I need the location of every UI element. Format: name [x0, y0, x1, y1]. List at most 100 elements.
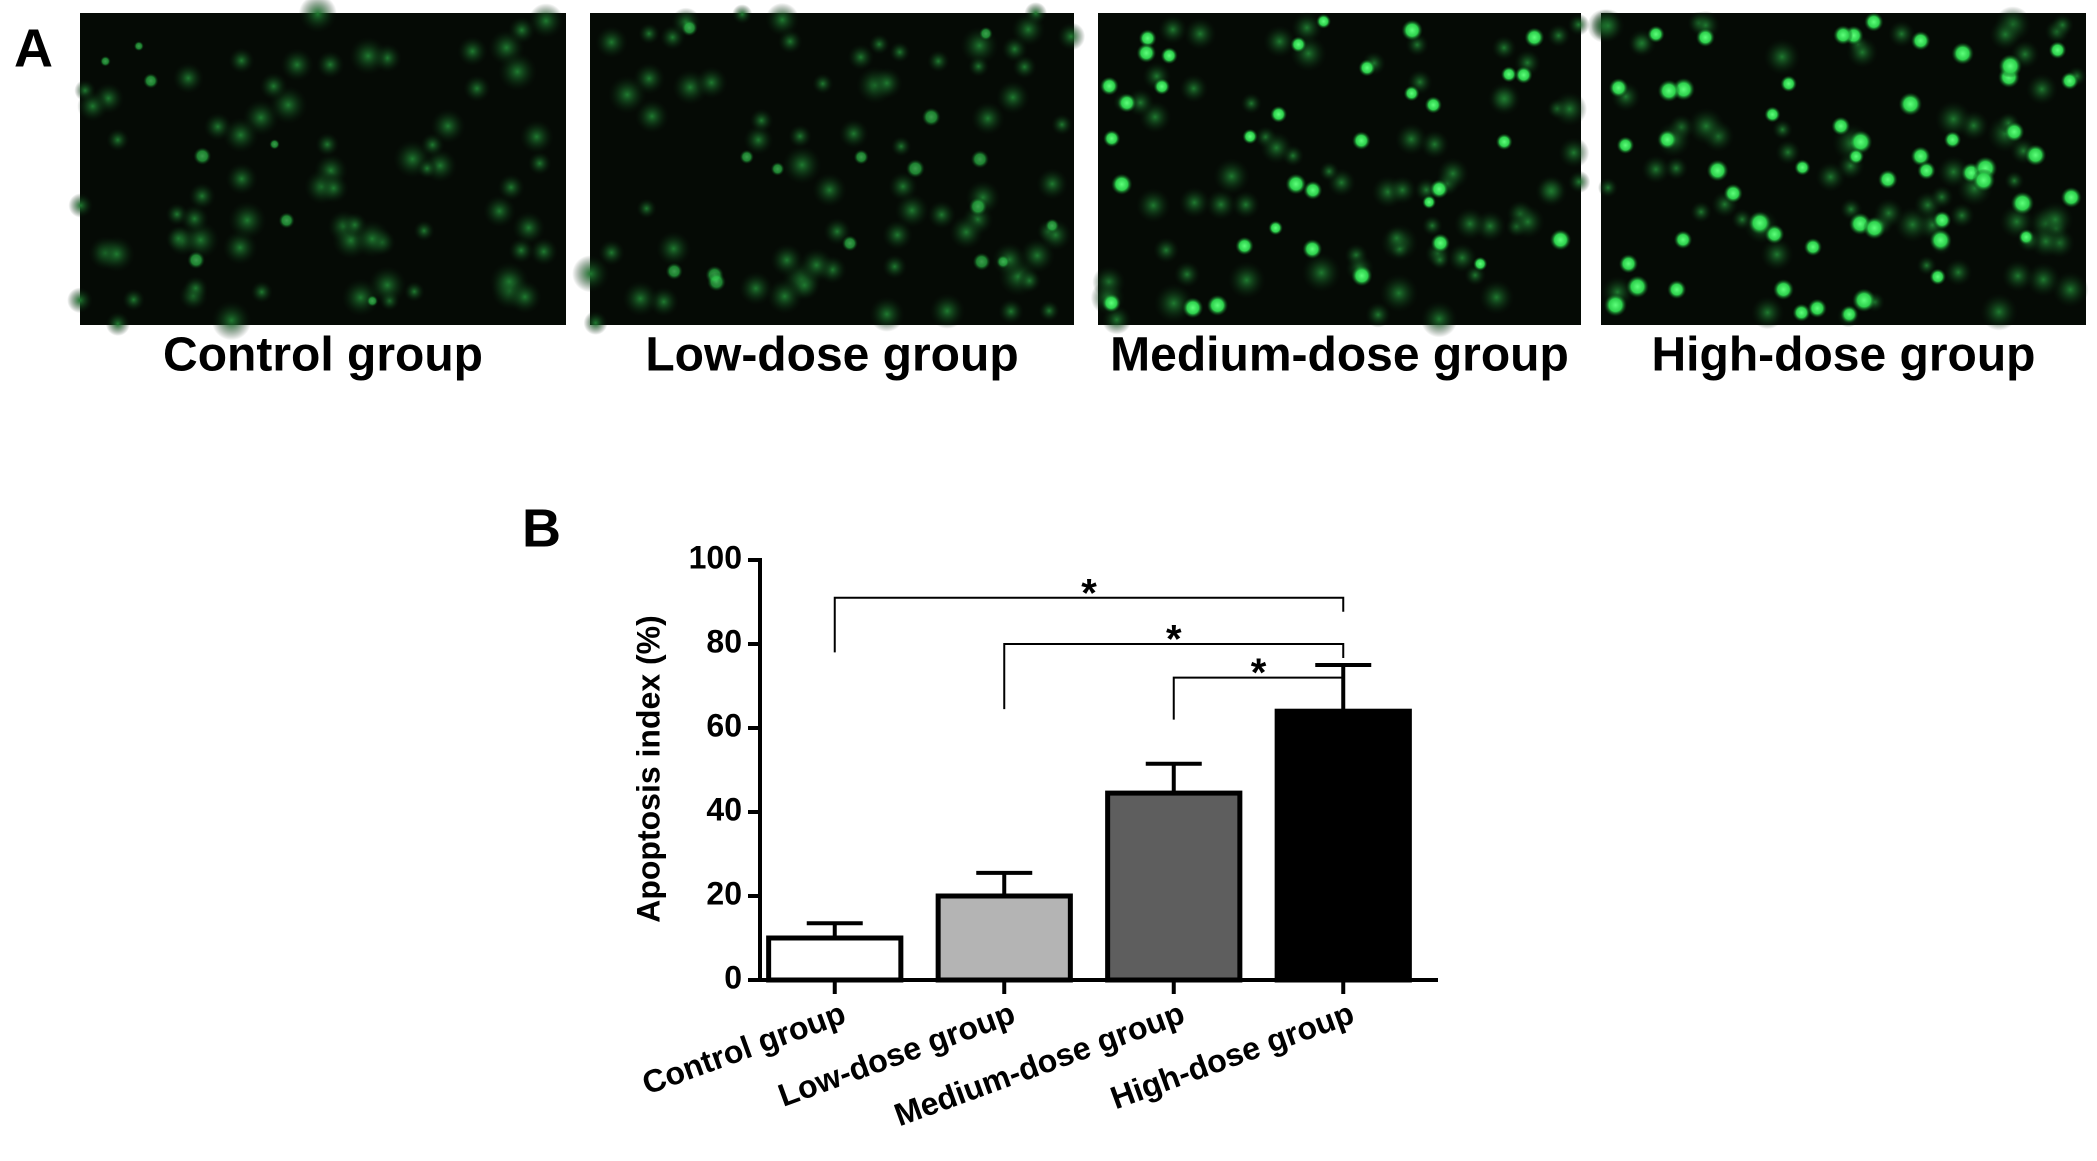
cell [348, 36, 388, 76]
cell [1750, 295, 1785, 330]
cell [967, 55, 990, 78]
cell [1103, 129, 1121, 148]
significance-bracket [1172, 676, 1345, 720]
cell [1138, 29, 1157, 48]
cell [508, 237, 534, 264]
cell [1775, 139, 1801, 166]
cell [366, 295, 379, 307]
cell [1403, 85, 1420, 102]
cell [528, 3, 564, 39]
cell [743, 125, 774, 155]
cell [188, 182, 216, 210]
y-axis-label: Apoptosis index (%) [630, 615, 666, 923]
cell [316, 50, 345, 79]
cell [2024, 144, 2047, 166]
cell [812, 73, 834, 95]
cell [739, 149, 754, 165]
image-caption: High-dose group [1652, 329, 2036, 382]
cell [225, 162, 258, 196]
cell [2048, 41, 2067, 60]
cell [1763, 38, 1801, 76]
cell [749, 108, 774, 133]
cell [368, 265, 407, 305]
cell [1618, 254, 1639, 274]
cell [636, 198, 657, 219]
significance-label: * [1081, 571, 1097, 615]
cell [403, 281, 425, 302]
cell [1673, 230, 1693, 249]
cell [353, 219, 392, 258]
cell [1898, 92, 1923, 116]
cell [1932, 210, 1952, 230]
cell [1852, 288, 1876, 313]
cell [1934, 100, 1972, 138]
significance-label: * [1166, 618, 1182, 662]
cell [1303, 180, 1323, 200]
cell [732, 4, 753, 25]
cell [259, 72, 288, 101]
cell [1794, 159, 1811, 176]
cell [847, 43, 874, 71]
cell [1158, 14, 1188, 45]
bar [935, 893, 1073, 983]
cell [978, 26, 993, 41]
cell [1647, 25, 1665, 43]
cell [1706, 159, 1729, 182]
cell [695, 66, 728, 99]
cell [595, 25, 628, 59]
cell [1387, 175, 1417, 205]
cell [1205, 189, 1237, 221]
cell [905, 159, 925, 179]
cell [2018, 229, 2035, 246]
cell [1285, 173, 1307, 195]
cell [1235, 236, 1254, 256]
cell [497, 173, 525, 201]
cell [1491, 35, 1517, 61]
cell [681, 19, 698, 37]
cell [278, 212, 295, 229]
cell [100, 55, 111, 67]
cell [622, 280, 659, 317]
cell [1351, 131, 1371, 151]
cell [1864, 12, 1884, 32]
cell [67, 287, 93, 314]
significance-bracket [833, 596, 1345, 653]
cell [280, 48, 314, 82]
cell [1863, 216, 1886, 240]
cell [1760, 237, 1794, 272]
cell [1772, 119, 1793, 140]
y-tick-label: 100 [689, 539, 742, 575]
cell [1546, 23, 1571, 48]
cell [927, 49, 950, 73]
cell [1447, 242, 1478, 273]
cell [1616, 136, 1635, 155]
cell [1351, 265, 1373, 287]
cell [2037, 201, 2074, 238]
cell [122, 288, 145, 312]
cell [770, 243, 804, 277]
cell [1695, 27, 1715, 48]
bar [766, 935, 904, 983]
cell [180, 204, 209, 234]
cell [1524, 27, 1545, 48]
cell [853, 149, 869, 165]
cell [971, 101, 1005, 136]
cell [1478, 279, 1515, 316]
cell [583, 310, 608, 335]
cell [1183, 17, 1217, 51]
cell [318, 173, 349, 204]
cell [457, 36, 488, 67]
cell [105, 311, 131, 337]
cell [1534, 174, 1568, 208]
micrographs: Control group Low-dose group Medium-dose g… [67, 0, 2089, 382]
cell [770, 161, 785, 176]
cell [766, 278, 803, 315]
cell [1910, 146, 1931, 167]
cell [1242, 128, 1258, 145]
cell [882, 254, 908, 279]
cell [1690, 201, 1712, 223]
cell [1972, 168, 1996, 192]
cell [1558, 137, 1590, 169]
cell [1379, 273, 1419, 313]
